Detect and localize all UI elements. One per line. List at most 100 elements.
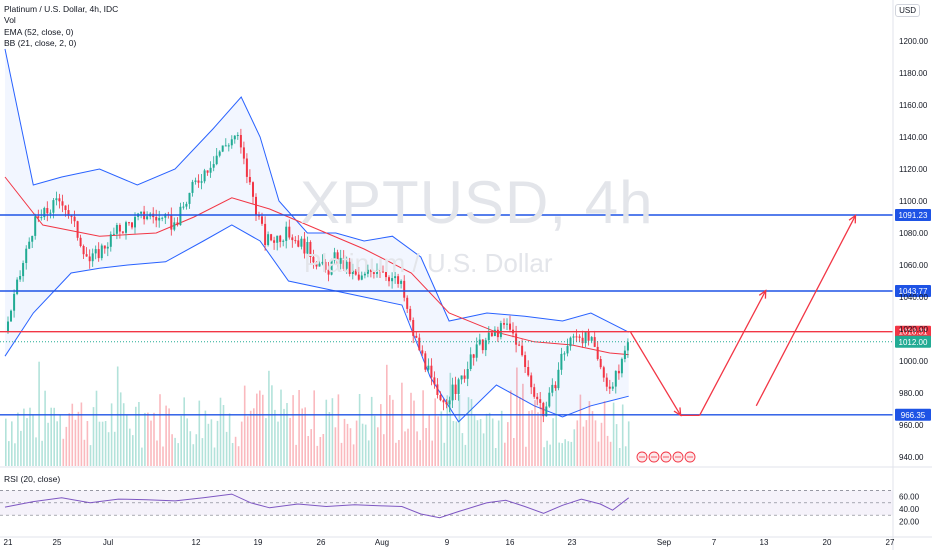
volume-bar bbox=[207, 423, 210, 466]
candle-body bbox=[424, 353, 427, 370]
volume-bar bbox=[228, 413, 231, 466]
volume-bar bbox=[449, 372, 452, 466]
volume-bar bbox=[549, 444, 551, 466]
candle-body bbox=[16, 279, 19, 294]
volume-bar bbox=[461, 433, 464, 466]
level-tag-1043-77[interactable] bbox=[895, 285, 931, 297]
candle-body bbox=[245, 158, 248, 177]
candle-body bbox=[73, 216, 76, 222]
candle-body bbox=[125, 222, 127, 233]
volume-bar bbox=[398, 440, 400, 466]
volume-bar bbox=[488, 412, 491, 466]
candle-body bbox=[602, 367, 605, 378]
volume-bar bbox=[162, 446, 164, 466]
candle-body bbox=[406, 297, 409, 309]
volume-bar bbox=[11, 421, 13, 466]
projection-arrow-1[interactable] bbox=[630, 331, 682, 416]
volume-bar bbox=[534, 400, 536, 466]
candle-body bbox=[403, 280, 406, 298]
time-tick-label: 26 bbox=[317, 538, 326, 547]
level-tag-text[interactable]: 1043.77 bbox=[899, 287, 928, 296]
projection-arrow-2[interactable] bbox=[699, 290, 767, 416]
candle-body bbox=[49, 212, 52, 214]
volume-bar bbox=[307, 436, 309, 466]
bollinger-fill bbox=[5, 49, 629, 422]
currency-button[interactable]: USD bbox=[895, 4, 920, 17]
volume-bar bbox=[138, 402, 140, 466]
candle-body bbox=[312, 256, 315, 263]
candle-body bbox=[475, 344, 478, 358]
volume-bar bbox=[98, 421, 101, 466]
bollinger-legend[interactable]: BB (21, close, 2, 0) bbox=[4, 38, 77, 48]
volume-bar bbox=[373, 415, 376, 466]
volume-bar bbox=[174, 437, 176, 466]
candle-body bbox=[469, 354, 472, 369]
volume-legend[interactable]: Vol bbox=[4, 15, 16, 25]
candle-body bbox=[112, 233, 115, 235]
time-tick-label: 25 bbox=[53, 538, 62, 547]
arrowhead[interactable] bbox=[848, 214, 857, 224]
candle-body bbox=[218, 151, 221, 156]
symbol-title[interactable]: Platinum / U.S. Dollar, 4h, IDC bbox=[4, 4, 119, 14]
candle-body bbox=[327, 269, 330, 275]
volume-bar bbox=[53, 407, 55, 466]
candle-body bbox=[146, 216, 149, 220]
level-tag-text[interactable]: 1091.23 bbox=[899, 211, 928, 220]
price-tick-label: 960.00 bbox=[899, 421, 924, 430]
volume-bar bbox=[222, 405, 225, 466]
candle-body bbox=[61, 201, 64, 206]
candle-body bbox=[623, 350, 626, 359]
candle-body bbox=[545, 406, 548, 417]
volume-bar bbox=[334, 427, 337, 466]
last-price-text[interactable]: 1012.00 bbox=[899, 338, 928, 347]
volume-bar bbox=[213, 447, 216, 466]
volume-bar bbox=[358, 394, 361, 466]
candle-body bbox=[626, 342, 629, 351]
candle-body bbox=[448, 400, 451, 405]
volume-bar bbox=[153, 412, 155, 466]
price-pane[interactable] bbox=[0, 48, 932, 468]
volume-bar bbox=[110, 403, 113, 466]
level-tag-1018-31[interactable] bbox=[895, 325, 931, 338]
rsi-legend[interactable]: RSI (20, close) bbox=[4, 474, 61, 484]
level-tag-1091-23[interactable] bbox=[895, 209, 931, 221]
level-tag-text[interactable]: 1018.31 bbox=[899, 328, 928, 337]
volume-bar bbox=[246, 416, 249, 466]
candle-body bbox=[490, 332, 493, 337]
candle-body bbox=[333, 252, 336, 261]
volume-bar bbox=[41, 440, 43, 466]
volume-bar bbox=[597, 441, 600, 466]
price-axis[interactable]: 1091.23 1043.77 1018.31 966.35 1012.00 940.00… bbox=[892, 0, 931, 550]
volume-bar bbox=[126, 414, 128, 466]
projection-arrow-3[interactable] bbox=[755, 215, 857, 407]
candle-body bbox=[487, 332, 490, 341]
candle-body bbox=[306, 242, 309, 254]
volume-bar bbox=[431, 440, 433, 466]
volume-bar bbox=[531, 410, 533, 466]
rsi-pane[interactable]: 60.00 40.00 20.00 bbox=[0, 490, 920, 526]
volume-bar bbox=[68, 413, 71, 466]
candle-body bbox=[499, 323, 502, 338]
candle-body bbox=[430, 365, 433, 378]
candle-body bbox=[451, 384, 454, 401]
volume-bar bbox=[144, 412, 146, 466]
candle-body bbox=[421, 350, 424, 354]
level-tag-966-35[interactable] bbox=[895, 408, 931, 421]
last-price-tag[interactable] bbox=[895, 335, 931, 348]
volume-bar bbox=[104, 421, 107, 466]
ema-legend[interactable]: EMA (52, close, 0) bbox=[4, 27, 74, 37]
candle-body bbox=[185, 203, 188, 207]
candle-body bbox=[614, 370, 617, 387]
rsi-line[interactable] bbox=[4, 493, 630, 519]
volume-bar bbox=[286, 403, 288, 466]
candle-body bbox=[590, 337, 593, 341]
time-tick-label: 21 bbox=[4, 538, 13, 547]
volume-bar bbox=[609, 441, 612, 466]
time-axis[interactable]: 21 25 Jul 12 19 26 Aug 9 16 23 Sep 7 13 20 27 bbox=[0, 536, 932, 547]
volume-bar bbox=[71, 403, 74, 466]
level-tag-text[interactable]: 966.35 bbox=[901, 411, 926, 420]
volume-bar bbox=[219, 397, 222, 466]
candle-body bbox=[7, 321, 9, 333]
arrowhead[interactable] bbox=[758, 289, 767, 299]
